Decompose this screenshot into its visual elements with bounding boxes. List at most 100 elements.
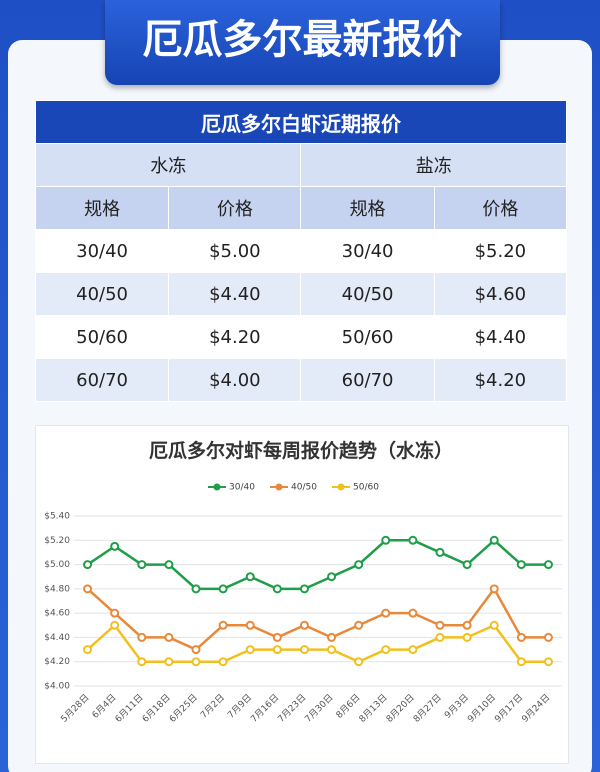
chart-box [35, 425, 569, 764]
table-cell: 40/50 [34, 272, 170, 316]
data-point [164, 632, 174, 642]
table-title: 厄瓜多尔白虾近期报价 [35, 100, 567, 144]
data-point [489, 535, 499, 545]
table-cell: $4.20 [433, 358, 568, 402]
data-point [164, 560, 174, 570]
data-point [408, 535, 418, 545]
data-point [354, 657, 364, 667]
data-point [489, 620, 499, 630]
legend-marker [275, 483, 283, 491]
data-point [435, 620, 445, 630]
data-point [354, 620, 364, 630]
price-table: 厄瓜多尔白虾近期报价 水冻 盐冻 规格 价格 规格 价格 30/40 $5.00 30/4… [34, 100, 568, 402]
x-tick-label: 8月20日 [384, 692, 417, 725]
data-point [83, 584, 93, 594]
banner-title: 厄瓜多尔最新报价 [105, 0, 500, 85]
data-point [299, 620, 309, 630]
series-line [86, 538, 549, 591]
data-point [137, 632, 147, 642]
group-header: 水冻 [34, 143, 302, 187]
table-cell: 30/40 [34, 229, 170, 273]
data-point [408, 608, 418, 618]
x-tick-label: 7月16日 [249, 692, 282, 725]
y-tick-label: $5.00 [44, 560, 70, 570]
legend-marker [337, 483, 345, 491]
data-point [381, 608, 391, 618]
legend-label: 50/60 [353, 483, 379, 493]
table-cell: 40/50 [300, 272, 435, 316]
data-point [381, 535, 391, 545]
data-point [245, 572, 255, 582]
table-cell: $5.20 [433, 229, 568, 273]
table-cell: $5.00 [168, 229, 302, 273]
y-tick-label: $4.00 [44, 682, 70, 692]
data-point [272, 584, 282, 594]
table-cell: $4.00 [168, 358, 302, 402]
data-point [299, 645, 309, 655]
data-point [327, 632, 337, 642]
x-tick-label: 8月27日 [411, 692, 444, 725]
x-tick-label: 8月13日 [357, 692, 390, 725]
data-point [516, 657, 526, 667]
data-point [543, 560, 553, 570]
data-point [110, 541, 120, 551]
data-point [516, 632, 526, 642]
data-point [462, 632, 472, 642]
y-tick-label: $5.20 [44, 536, 70, 546]
table-cell: 60/70 [300, 358, 435, 402]
table-cell: 60/70 [34, 358, 170, 402]
series-line [86, 586, 549, 652]
x-tick-label: 6月11日 [113, 692, 146, 725]
table-cell: 50/60 [34, 315, 170, 359]
data-point [137, 657, 147, 667]
series-line [86, 623, 549, 664]
table-row: 40/50 $4.40 40/50 $4.60 [34, 272, 568, 316]
table-cell: $4.60 [433, 272, 568, 316]
y-tick-label: $4.20 [44, 657, 70, 667]
table-cell: $4.40 [168, 272, 302, 316]
column-header: 规格 [34, 186, 170, 230]
data-point [83, 560, 93, 570]
data-point [381, 645, 391, 655]
data-point [191, 584, 201, 594]
data-point [218, 657, 228, 667]
x-tick-label: 5月28日 [59, 692, 92, 725]
x-tick-label: 7月23日 [276, 692, 309, 725]
table-row: 30/40 $5.00 30/40 $5.20 [34, 229, 568, 273]
column-header: 规格 [300, 186, 435, 230]
data-point [245, 645, 255, 655]
table-cell: $4.40 [433, 315, 568, 359]
data-point [354, 560, 364, 570]
x-tick-label: 7月30日 [303, 692, 336, 725]
data-point [83, 645, 93, 655]
group-header: 盐冻 [300, 143, 567, 187]
column-header: 价格 [168, 186, 302, 230]
data-point [191, 657, 201, 667]
legend-label: 40/50 [291, 483, 317, 493]
x-tick-label: 9月10日 [465, 692, 498, 725]
data-point [218, 620, 228, 630]
y-tick-label: $4.60 [44, 609, 70, 619]
data-point [272, 645, 282, 655]
x-tick-label: 6月18日 [140, 692, 173, 725]
table-cell: 50/60 [300, 315, 435, 359]
x-tick-label: 6月25日 [167, 692, 200, 725]
y-tick-label: $4.40 [44, 633, 70, 643]
data-point [435, 632, 445, 642]
data-point [408, 645, 418, 655]
x-tick-label: 7月2日 [198, 692, 227, 721]
data-point [272, 632, 282, 642]
data-point [299, 584, 309, 594]
data-point [191, 645, 201, 655]
data-point [110, 620, 120, 630]
table-row: 60/70 $4.00 60/70 $4.20 [34, 358, 568, 402]
chart-title: 厄瓜多尔对虾每周报价趋势（水冻） [149, 439, 453, 462]
y-tick-label: $5.40 [44, 512, 70, 522]
data-point [245, 620, 255, 630]
x-tick-label: 9月24日 [520, 692, 553, 725]
legend-marker [213, 483, 221, 491]
data-point [435, 547, 445, 557]
data-point [543, 632, 553, 642]
